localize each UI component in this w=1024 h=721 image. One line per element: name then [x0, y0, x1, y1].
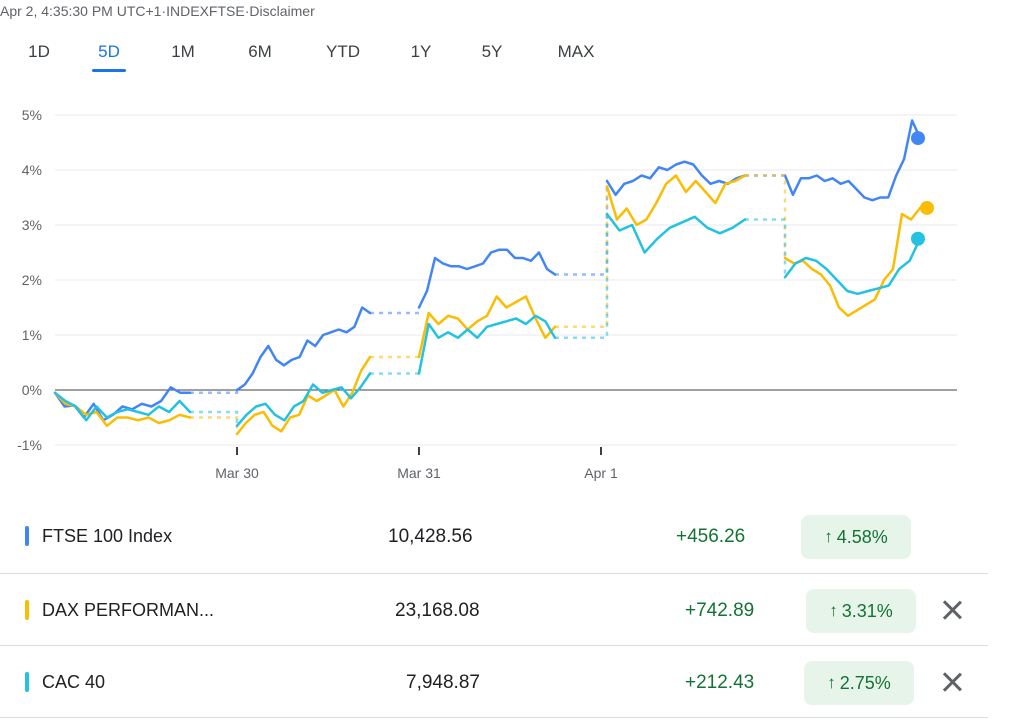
series-line [783, 206, 922, 318]
active-tab-indicator [92, 69, 126, 72]
disclaimer-link[interactable]: Disclaimer [249, 3, 315, 19]
percent-change-badge: ↑ 4.58% [801, 515, 911, 559]
after-hours-connector [555, 186, 609, 328]
x-axis: Mar 30 Mar 31 Apr 1 [215, 447, 618, 481]
index-price: 23,168.08 [395, 600, 480, 621]
percent-value: 4.58% [836, 526, 888, 547]
percent-change-badge: ↑ 3.31% [806, 589, 916, 633]
series-line [783, 237, 922, 296]
series-line [53, 391, 192, 428]
after-hours-connector [190, 410, 239, 426]
series-end-marker [920, 200, 934, 215]
series-color-indicator [25, 672, 29, 692]
index-change: +456.26 [676, 526, 746, 547]
percent-change-badge: ↑ 2.75% [804, 661, 914, 705]
y-tick-label: 0% [22, 382, 42, 398]
after-hours-connector [745, 174, 787, 258]
series-color-indicator [25, 600, 29, 620]
y-tick-label: 3% [22, 217, 42, 233]
y-tick-label: 5% [22, 107, 42, 123]
series-color-indicator [25, 526, 29, 546]
chart-header: Apr 2, 4:35:30 PM UTC+1 · INDEXFTSE · Di… [0, 3, 315, 19]
list-item-dax[interactable]: DAX PERFORMAN... 23,168.08 +742.89 ↑ 3.31… [0, 574, 988, 644]
index-change: +212.43 [685, 672, 755, 693]
series-end-marker [911, 231, 925, 246]
symbol: INDEXFTSE [166, 3, 245, 19]
percent-value: 3.31% [841, 600, 893, 621]
after-hours-connector [745, 218, 787, 278]
series-line [605, 212, 747, 254]
index-name: DAX PERFORMAN... [42, 600, 215, 620]
index-price: 7,948.87 [406, 672, 480, 693]
tab-1d[interactable]: 1D [28, 42, 50, 61]
x-tick-label: Mar 30 [215, 465, 259, 481]
remove-comparison-button[interactable] [938, 596, 966, 624]
tab-6m[interactable]: 6M [248, 42, 272, 61]
divider [0, 573, 988, 574]
x-tick-label: Mar 31 [397, 465, 441, 481]
chart-grid: 5% 4% 3% 2% 1% 0% -1% [17, 107, 957, 453]
series-line [605, 160, 747, 197]
arrow-up-icon: ↑ [829, 601, 838, 620]
series-line [417, 314, 557, 375]
timestamp: Apr 2, 4:35:30 PM UTC+1 [0, 3, 162, 19]
series-end-marker [911, 131, 925, 146]
separator: · [161, 3, 167, 19]
y-tick-label: 2% [22, 272, 42, 288]
separator: · [244, 3, 250, 19]
y-tick-label: 4% [22, 162, 42, 178]
list-item-cac[interactable]: CAC 40 7,948.87 +212.43 ↑ 2.75% [0, 646, 988, 716]
series-line [235, 372, 372, 428]
index-name: CAC 40 [42, 672, 106, 692]
arrow-up-icon: ↑ [824, 527, 833, 546]
index-price: 10,428.56 [388, 526, 473, 547]
after-hours-connector [190, 390, 239, 394]
series-line [53, 391, 192, 422]
comparison-chart[interactable]: 5% 4% 3% 2% 1% 0% -1% Mar 30 Mar 31 Apr 1 [0, 95, 1000, 495]
tab-max[interactable]: MAX [557, 42, 595, 61]
after-hours-connector [555, 214, 609, 339]
series-line [235, 355, 372, 436]
tab-ytd[interactable]: YTD [326, 42, 360, 61]
series-line [605, 174, 747, 227]
list-item-ftse[interactable]: FTSE 100 Index 10,428.56 +456.26 ↑ 4.58% [0, 500, 988, 570]
y-tick-label: -1% [17, 437, 42, 453]
after-hours-connector [555, 181, 609, 276]
time-range-tabs: 1D 5D 1M 6M YTD 1Y 5Y MAX [0, 42, 640, 76]
divider [0, 645, 988, 646]
index-name: FTSE 100 Index [42, 526, 173, 546]
series-line [53, 386, 192, 422]
tab-1y[interactable]: 1Y [410, 42, 432, 61]
index-change: +742.89 [685, 600, 755, 621]
y-tick-label: 1% [22, 327, 42, 343]
remove-comparison-button[interactable] [938, 668, 966, 696]
series-line [783, 119, 922, 202]
series-line [417, 248, 557, 309]
tab-5y[interactable]: 5Y [481, 42, 503, 61]
after-hours-connector [190, 416, 239, 434]
after-hours-connector [370, 307, 421, 315]
arrow-up-icon: ↑ [827, 673, 836, 692]
tab-5d[interactable]: 5D [98, 42, 120, 61]
series-line [235, 306, 372, 392]
divider [0, 717, 988, 718]
percent-value: 2.75% [839, 672, 891, 693]
x-tick-label: Apr 1 [584, 465, 618, 481]
series-line [417, 295, 557, 359]
series-layer [53, 119, 934, 436]
tab-1m[interactable]: 1M [171, 42, 195, 61]
